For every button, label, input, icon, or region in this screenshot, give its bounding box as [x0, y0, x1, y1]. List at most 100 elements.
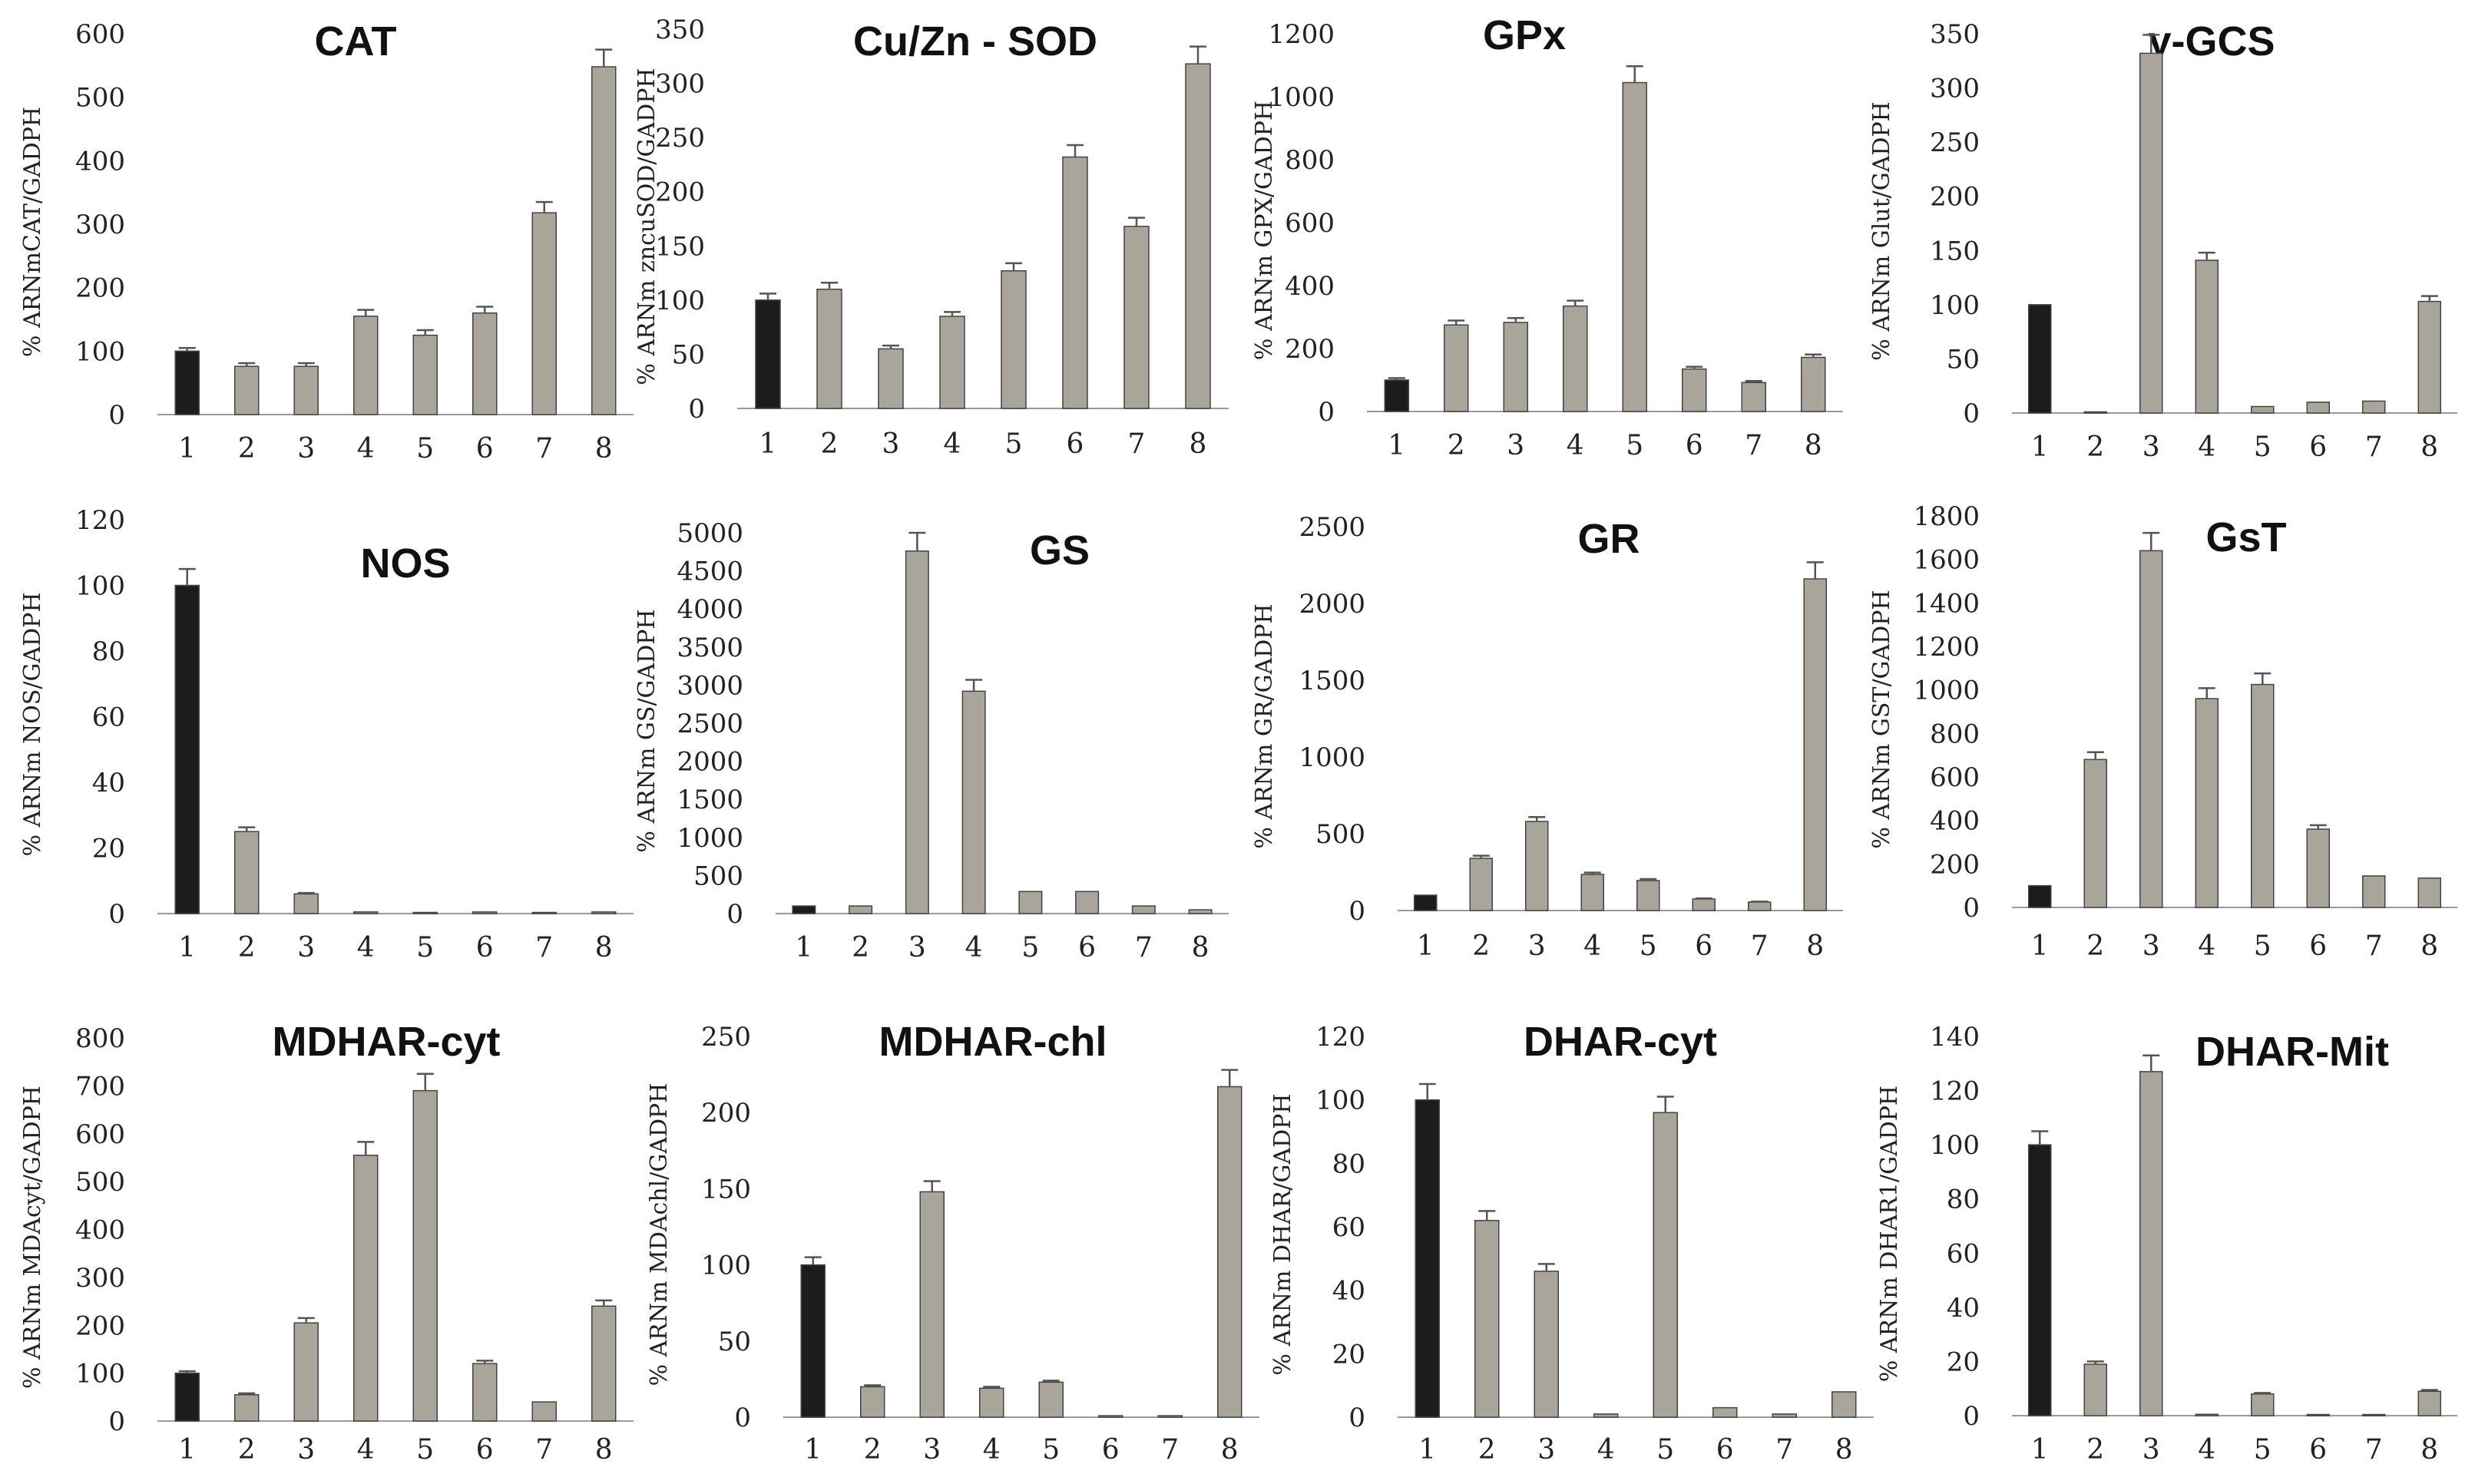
bar-2: [2083, 1363, 2107, 1416]
x-tick-label: 7: [535, 433, 553, 464]
bar-5: [1653, 1112, 1678, 1418]
error-bar: [1472, 854, 1490, 858]
error-bar: [2254, 672, 2272, 685]
x-tick-label: 3: [2143, 431, 2160, 463]
bar-5: [1622, 81, 1647, 412]
chart-title: GR: [1578, 516, 1640, 562]
y-tick-label: 20: [92, 834, 125, 864]
x-tick-label: 1: [1388, 430, 1405, 461]
bar-6: [2306, 828, 2330, 908]
x-tick-label: 1: [178, 932, 196, 963]
bar-5: [412, 1089, 438, 1422]
error-bar: [821, 282, 838, 289]
error-bar: [238, 362, 256, 367]
bar-5: [1018, 891, 1043, 914]
error-bar: [1656, 1096, 1674, 1113]
error-bar: [2420, 1389, 2438, 1392]
x-tick-label: 3: [923, 1434, 941, 1466]
y-axis-label: % ARNm GR/GADPH: [1251, 603, 1278, 848]
bar-8: [1831, 1391, 1857, 1418]
x-tick-label: 1: [1417, 930, 1434, 962]
bar-3: [293, 365, 319, 415]
x-tick-label: 3: [1528, 930, 1546, 962]
y-tick-label: 1500: [677, 785, 743, 815]
x-tick-label: 6: [476, 932, 494, 963]
y-tick-label: 50: [718, 1327, 751, 1357]
y-tick-label: 200: [701, 1098, 751, 1129]
bar-7: [2362, 875, 2386, 908]
bar-1: [174, 350, 200, 415]
x-tick-label: 1: [759, 428, 777, 460]
bar-3: [293, 1322, 319, 1422]
x-tick-label: 7: [1128, 428, 1146, 460]
error-bar: [923, 1180, 941, 1192]
chart-title: DHAR-cyt: [1524, 1019, 1717, 1065]
y-tick-label: 0: [1318, 397, 1335, 428]
y-tick-label: 300: [75, 1263, 125, 1294]
y-axis-label: % ARNm MDAchl/GADPH: [646, 1083, 673, 1386]
chart-panel-1: CAT 0 100 200 300 400 500 600 % ARNmCAT/GADPH 1 2 3…: [19, 18, 634, 464]
y-tick-label: 5000: [677, 518, 743, 549]
y-tick-label: 500: [1315, 819, 1365, 850]
error-bar: [2086, 751, 2104, 760]
error-bar: [1478, 1210, 1496, 1221]
bar-3: [878, 348, 904, 409]
x-tick-label: 3: [2143, 930, 2160, 962]
y-tick-label: 0: [1963, 893, 1980, 924]
error-bar: [1005, 262, 1022, 271]
chart-title: γ-GCS: [2148, 18, 2275, 64]
bar-4: [939, 316, 965, 409]
error-bar: [476, 1360, 494, 1364]
y-tick-label: 200: [655, 177, 705, 208]
error-bar: [2143, 531, 2160, 551]
y-tick-label: 200: [75, 1310, 125, 1341]
x-tick-label: 5: [2254, 431, 2272, 463]
y-tick-label: 600: [75, 19, 125, 50]
y-tick-label: 4000: [677, 594, 743, 625]
error-bar: [2086, 1360, 2104, 1364]
bar-5: [412, 334, 438, 415]
bar-4: [2195, 259, 2219, 414]
bar-6: [472, 312, 498, 415]
y-tick-label: 60: [1332, 1212, 1365, 1243]
bar-4: [979, 1387, 1004, 1418]
bar-7: [1772, 1413, 1797, 1418]
x-tick-label: 4: [965, 932, 983, 963]
x-tick-label: 3: [1537, 1434, 1555, 1466]
y-axis-label: % ARNm Glut/GADPH: [1868, 101, 1895, 361]
bar-8: [591, 1305, 617, 1422]
x-tick-label: 4: [2198, 930, 2215, 962]
y-tick-label: 1200: [1268, 19, 1335, 50]
bar-1: [2028, 304, 2052, 414]
y-tick-label: 60: [1947, 1238, 1980, 1269]
x-tick-label: 2: [852, 932, 869, 963]
y-tick-label: 2000: [1299, 589, 1365, 620]
x-tick-label: 1: [2031, 930, 2049, 962]
error-bar: [1507, 316, 1524, 322]
y-tick-label: 400: [1285, 271, 1335, 302]
chart-title: GPx: [1483, 12, 1566, 58]
y-tick-label: 600: [75, 1119, 125, 1150]
y-tick-label: 500: [75, 1167, 125, 1198]
x-tick-label: 1: [178, 1434, 196, 1466]
y-tick-label: 50: [1947, 344, 1980, 375]
x-tick-label: 8: [1221, 1434, 1239, 1466]
bar-1: [174, 584, 200, 914]
chart-panel-12: DHAR-Mit 0 20 40 60 80 100 120 140 % ARNm DHAR1/G…: [1876, 1022, 2457, 1466]
y-tick-label: 0: [1348, 1403, 1365, 1433]
x-tick-label: 2: [821, 428, 839, 460]
bar-7: [2362, 400, 2386, 414]
y-tick-label: 1200: [1913, 632, 1980, 663]
bar-7: [1741, 382, 1766, 412]
error-bar: [416, 1073, 434, 1091]
chart-title: MDHAR-chl: [879, 1019, 1107, 1065]
error-bar: [178, 567, 196, 586]
y-axis-label: % ARNm GST/GADPH: [1868, 590, 1895, 848]
y-tick-label: 400: [1930, 806, 1980, 837]
error-bar: [2031, 1130, 2049, 1145]
x-tick-label: 4: [1597, 1434, 1615, 1466]
x-tick-label: 8: [1190, 428, 1207, 460]
y-tick-label: 3000: [677, 670, 743, 701]
y-tick-label: 1000: [1299, 742, 1365, 773]
